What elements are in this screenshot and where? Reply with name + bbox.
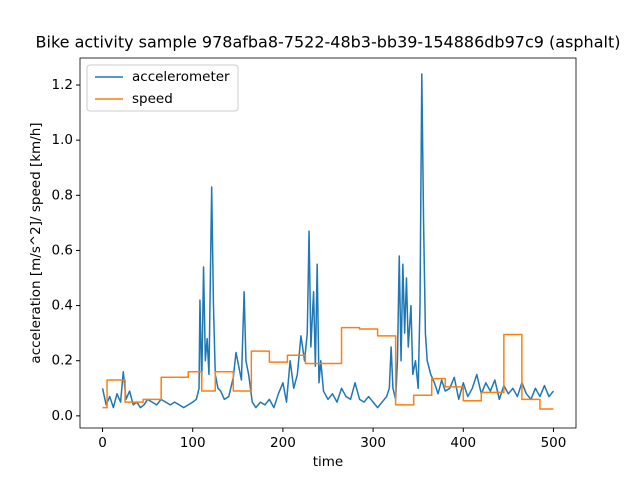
x-tick-label: 400	[450, 435, 476, 451]
y-tick-label: 0.0	[52, 408, 73, 424]
y-tick-label: 0.6	[52, 242, 73, 258]
legend-box	[86, 64, 239, 112]
y-axis-label: acceleration [m/s^2]/ speed [km/h]	[28, 122, 44, 363]
y-tick-label: 0.8	[52, 187, 73, 203]
chart-title: Bike activity sample 978afba8-7522-48b3-…	[36, 33, 621, 52]
x-tick-label: 200	[270, 435, 296, 451]
legend-label: accelerometer	[132, 69, 230, 85]
x-axis-label: time	[313, 454, 344, 470]
x-tick-label: 0	[98, 435, 107, 451]
y-tick-label: 0.2	[52, 353, 73, 369]
y-tick-label: 0.4	[52, 298, 73, 314]
x-tick-label: 300	[360, 435, 386, 451]
legend-label: speed	[132, 91, 173, 107]
series-line	[102, 326, 554, 410]
y-tick-label: 1.2	[52, 77, 73, 93]
x-tick-label: 500	[541, 435, 567, 451]
y-tick-label: 1.0	[52, 132, 73, 148]
plot-frame	[79, 57, 577, 429]
x-tick-label: 100	[180, 435, 206, 451]
series-line	[101, 73, 555, 409]
